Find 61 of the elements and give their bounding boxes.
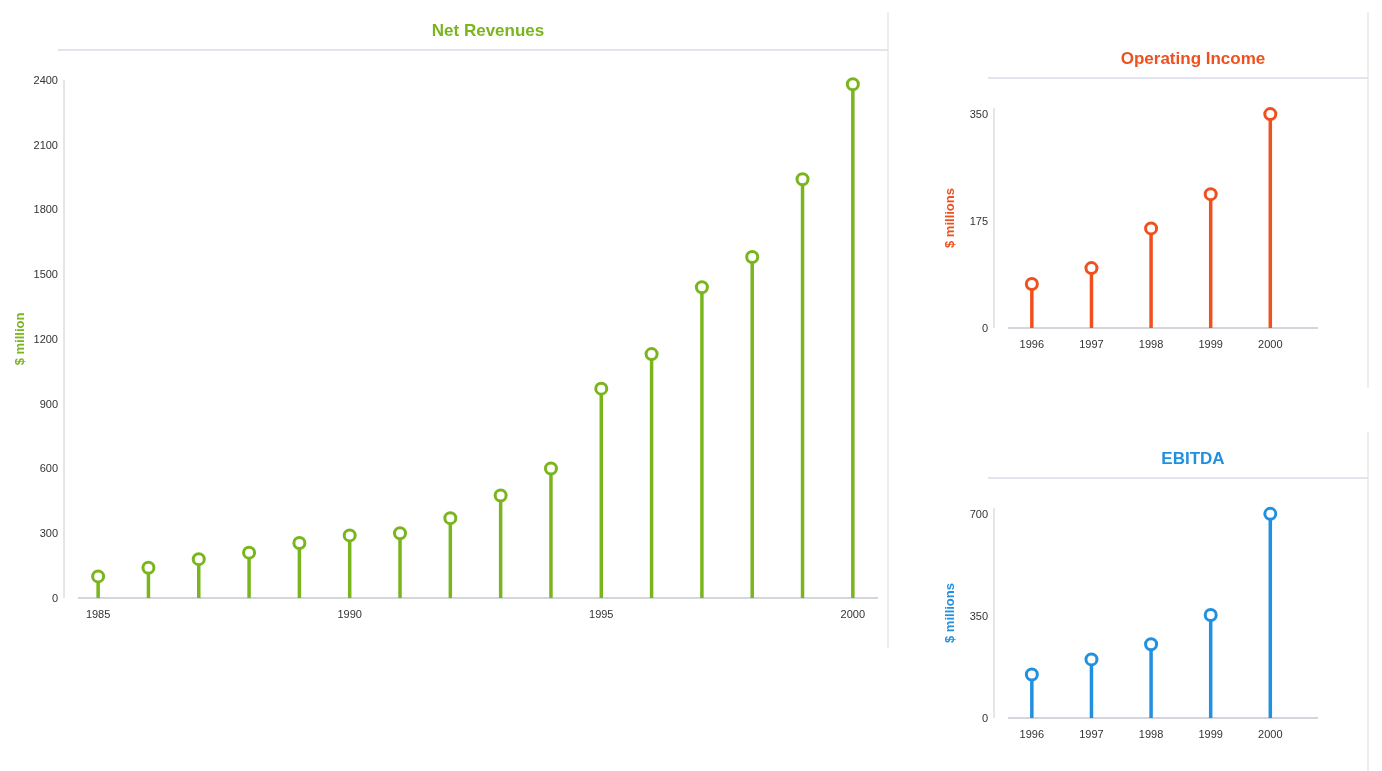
x-tick-label: 2000 [1258,728,1283,740]
point [1203,187,1218,202]
x-tick-label: 1997 [1079,728,1104,740]
y-tick-label: 2400 [33,73,58,86]
y-tick-label: 1500 [33,268,58,281]
x-tick-label: 2000 [1258,338,1283,350]
point [1144,637,1159,652]
y-tick-label: 2100 [33,138,58,151]
point [594,381,609,396]
x-tick-label: 1996 [1019,728,1045,740]
point [1144,221,1159,236]
point [342,528,357,543]
x-tick-label: 1998 [1138,728,1164,740]
point [1084,652,1099,667]
point [91,569,106,584]
point [795,172,810,187]
y-tick-label: 175 [969,214,988,227]
y-axis-title: $ millions [942,188,957,248]
y-axis-title: $ million [12,312,27,366]
y-tick-label: 700 [969,507,988,520]
point [543,461,558,476]
x-tick-label: 1997 [1079,338,1104,350]
chart-title: Operating Income [1120,49,1266,68]
y-tick-label: 1800 [33,203,58,216]
point [141,560,156,575]
point [292,535,307,550]
x-tick-label: 1985 [85,608,111,620]
x-tick-label: 1990 [337,608,362,620]
point [694,280,709,295]
y-tick-label: 1200 [33,332,58,345]
point [644,347,659,362]
point [1024,277,1039,291]
y-tick-label: 0 [51,591,58,604]
point [191,552,206,567]
y-tick-label: 600 [39,462,58,475]
x-tick-label: 1999 [1198,728,1223,740]
y-tick-label: 350 [969,609,988,622]
x-tick-label: 1998 [1138,338,1164,350]
x-tick-label: 1999 [1198,338,1223,350]
point [1263,506,1278,521]
point [745,249,760,264]
y-tick-label: 0 [981,321,988,334]
point [242,545,257,560]
chart-title: Net Revenues [431,21,545,40]
chart-title: EBITDA [1161,449,1225,468]
point [1203,608,1218,623]
x-tick-label: 1996 [1019,338,1045,350]
point [493,488,508,503]
y-axis-title: $ millions [942,583,957,643]
point [1084,261,1099,276]
y-tick-label: 900 [39,397,58,410]
x-tick-label: 2000 [840,608,866,620]
y-tick-label: 350 [969,107,988,120]
point [393,526,408,541]
point [845,77,860,92]
point [1024,667,1039,682]
point [1263,107,1278,122]
point [443,511,458,526]
x-tick-label: 1995 [589,608,614,620]
y-tick-label: 0 [981,711,988,724]
y-tick-label: 300 [39,527,58,540]
